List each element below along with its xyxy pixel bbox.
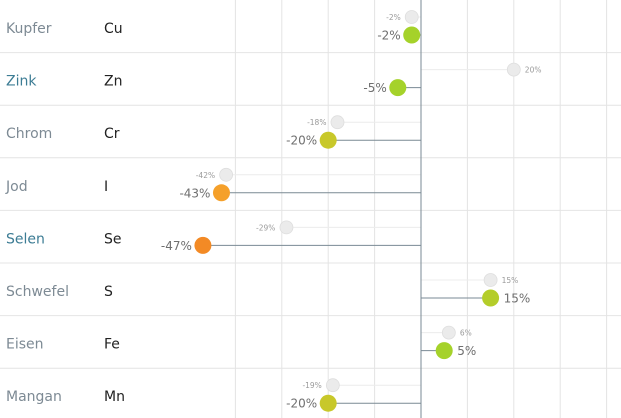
chart-row-s: Schwefel S 15% 15% [6, 273, 531, 307]
reference-value-label: -29% [256, 223, 275, 232]
element-name-label: Chrom [6, 126, 52, 142]
value-dot [403, 26, 421, 44]
element-name-label: Mangan [6, 389, 62, 405]
reference-dot [483, 273, 498, 287]
element-name-label: Eisen [6, 337, 44, 353]
value-label: -2% [377, 29, 400, 43]
reference-dot [325, 378, 340, 393]
element-symbol-label: S [104, 284, 113, 300]
value-label: -20% [286, 397, 317, 411]
reference-dot [404, 10, 419, 24]
element-symbol-label: I [104, 179, 108, 195]
element-name-label: Schwefel [6, 284, 69, 300]
reference-dot [506, 62, 521, 77]
value-label: -20% [286, 134, 317, 148]
value-dot [319, 394, 337, 412]
chart-row-cr: Chrom Cr -18% -20% [6, 115, 421, 149]
reference-value-label: -18% [307, 118, 326, 127]
value-label: 5% [457, 344, 476, 358]
value-label: -5% [363, 81, 386, 95]
element-name-label: Zink [6, 74, 37, 90]
reference-value-label: 6% [460, 329, 472, 338]
chart-row-fe: Eisen Fe 6% 5% [6, 325, 476, 360]
chart-row-mn: Mangan Mn -19% -20% [6, 378, 421, 412]
reference-dot [330, 115, 345, 130]
reference-value-label: -19% [302, 381, 321, 390]
chart-row-zn: Zink Zn 20% -5% [6, 62, 542, 97]
element-symbol-label: Mn [104, 389, 125, 405]
reference-value-label: 20% [525, 66, 542, 75]
reference-dot [279, 220, 294, 235]
reference-value-label: -42% [196, 171, 215, 180]
element-symbol-label: Cu [104, 21, 123, 37]
value-dot [435, 342, 453, 360]
value-label: 15% [504, 292, 531, 306]
value-dot [389, 79, 407, 97]
value-label: -43% [179, 186, 210, 200]
element-symbol-label: Cr [104, 126, 120, 142]
value-label: -47% [161, 239, 192, 253]
value-dot [212, 184, 230, 202]
element-name-label: Kupfer [6, 21, 52, 37]
element-symbol-label: Zn [104, 74, 122, 90]
reference-value-label: -2% [386, 13, 401, 22]
element-name-label: Selen [6, 231, 45, 247]
value-dot [482, 289, 500, 307]
value-dot [194, 236, 212, 254]
element-symbol-label: Fe [104, 337, 120, 353]
reference-dot [219, 167, 234, 182]
reference-dot [441, 325, 456, 340]
value-dot [319, 131, 337, 149]
element-name-label: Jod [5, 179, 28, 195]
chart-rows: Kupfer Cu -2% -2% Zink Zn 20% -5% Chrom Cr -18% -20… [5, 10, 542, 412]
chart-row-cu: Kupfer Cu -2% -2% [6, 10, 421, 44]
element-symbol-label: Se [104, 231, 122, 247]
chart-row-i: Jod I -42% -43% [5, 167, 421, 202]
reference-value-label: 15% [502, 276, 519, 285]
chart-row-se: Selen Se -29% -47% [6, 220, 421, 254]
